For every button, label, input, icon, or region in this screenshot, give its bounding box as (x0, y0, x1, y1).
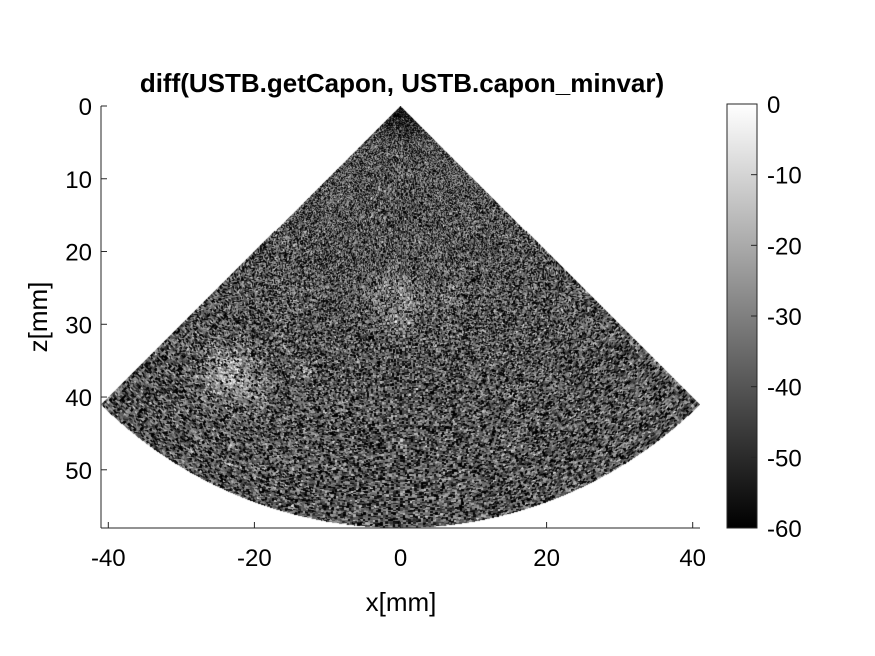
x-tick-label: 20 (533, 545, 560, 572)
y-tick-label: 40 (65, 385, 92, 412)
x-tick-label: -20 (237, 545, 272, 572)
colorbar-tick-label: -20 (767, 233, 802, 260)
y-tick-label: 50 (65, 458, 92, 485)
colorbar-tick-label: -10 (767, 163, 802, 190)
plot-area: -40 -20 0 20 40 0 10 20 30 40 50 (65, 94, 706, 572)
x-axis-label: x[mm] (366, 587, 437, 617)
colorbar-tick-label: -30 (767, 304, 802, 331)
y-tick-label: 30 (65, 312, 92, 339)
y-tick-label: 10 (65, 167, 92, 194)
x-tick-label: -40 (91, 545, 126, 572)
colorbar-tick-label: -40 (767, 375, 802, 402)
x-tick-label: 0 (394, 545, 407, 572)
colorbar-tick-label: -60 (767, 516, 802, 543)
x-tick-label: 40 (679, 545, 706, 572)
x-axis-ticks: -40 -20 0 20 40 (91, 522, 706, 572)
colorbar-tick-label: -50 (767, 445, 802, 472)
colorbar-ticks: 0 -10 -20 -30 -40 -50 -60 (751, 92, 802, 543)
chart-title: diff(USTB.getCapon, USTB.capon_minvar) (140, 68, 664, 98)
y-tick-label: 20 (65, 240, 92, 267)
y-tick-label: 0 (79, 94, 92, 121)
y-axis-label: z[mm] (23, 282, 53, 353)
ultrasound-sector-image (101, 106, 700, 528)
colorbar: 0 -10 -20 -30 -40 -50 -60 (727, 92, 802, 543)
colorbar-tick-label: 0 (767, 92, 780, 119)
